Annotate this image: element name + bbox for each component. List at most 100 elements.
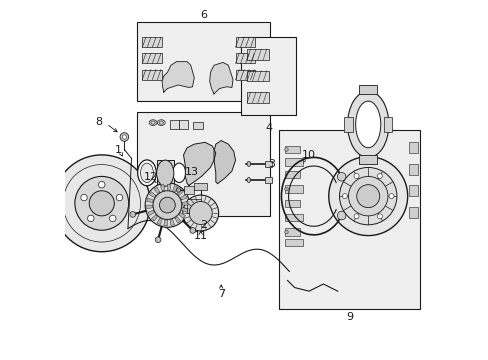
- Circle shape: [153, 191, 182, 220]
- Bar: [383, 117, 391, 132]
- Text: 7: 7: [217, 289, 224, 299]
- Circle shape: [53, 155, 150, 252]
- Bar: [156, 160, 174, 186]
- Circle shape: [284, 187, 287, 191]
- Polygon shape: [146, 205, 152, 209]
- Bar: [246, 71, 269, 81]
- Bar: [284, 200, 299, 207]
- Text: 13: 13: [184, 167, 198, 177]
- Circle shape: [189, 202, 212, 225]
- Circle shape: [342, 194, 346, 199]
- Circle shape: [337, 211, 345, 220]
- Circle shape: [377, 214, 382, 219]
- Ellipse shape: [347, 91, 388, 158]
- Polygon shape: [209, 62, 233, 94]
- Circle shape: [337, 172, 345, 181]
- Bar: [284, 228, 299, 235]
- Bar: [284, 171, 299, 178]
- Text: 12: 12: [143, 172, 157, 183]
- Text: 3: 3: [267, 159, 274, 169]
- Ellipse shape: [149, 120, 157, 126]
- Bar: [246, 49, 269, 60]
- Circle shape: [348, 176, 387, 216]
- Bar: [359, 85, 376, 94]
- Polygon shape: [151, 215, 158, 221]
- Circle shape: [159, 197, 175, 213]
- Polygon shape: [177, 189, 183, 195]
- Text: 6: 6: [200, 10, 206, 20]
- Polygon shape: [172, 185, 178, 192]
- Polygon shape: [170, 219, 174, 226]
- Bar: [170, 120, 179, 129]
- Polygon shape: [180, 195, 186, 200]
- Circle shape: [339, 167, 396, 225]
- Polygon shape: [162, 62, 194, 92]
- FancyBboxPatch shape: [235, 53, 255, 63]
- Circle shape: [377, 174, 382, 179]
- Ellipse shape: [137, 160, 156, 186]
- Bar: [179, 120, 187, 129]
- Bar: [284, 214, 302, 221]
- Bar: [408, 185, 417, 196]
- Polygon shape: [149, 192, 156, 198]
- Circle shape: [81, 194, 87, 201]
- Polygon shape: [181, 208, 187, 212]
- Bar: [194, 183, 207, 190]
- Polygon shape: [183, 142, 215, 185]
- Bar: [359, 155, 376, 164]
- Text: 4: 4: [265, 123, 272, 133]
- Circle shape: [284, 148, 287, 151]
- FancyBboxPatch shape: [142, 53, 162, 63]
- Ellipse shape: [151, 121, 155, 124]
- Polygon shape: [154, 187, 160, 194]
- Bar: [344, 117, 352, 132]
- Polygon shape: [146, 198, 153, 202]
- Text: 11: 11: [193, 231, 207, 241]
- Ellipse shape: [246, 177, 250, 183]
- Circle shape: [176, 188, 180, 192]
- Circle shape: [122, 135, 126, 139]
- Polygon shape: [179, 213, 185, 219]
- Bar: [137, 22, 269, 101]
- Circle shape: [328, 157, 407, 235]
- Ellipse shape: [159, 121, 163, 124]
- Bar: [265, 161, 271, 167]
- Circle shape: [145, 183, 189, 227]
- Polygon shape: [175, 217, 181, 223]
- Circle shape: [109, 215, 116, 222]
- Circle shape: [353, 174, 358, 179]
- Polygon shape: [160, 185, 164, 191]
- Bar: [284, 158, 302, 166]
- Bar: [265, 177, 271, 183]
- Circle shape: [120, 133, 128, 141]
- Text: 8: 8: [96, 117, 102, 127]
- Ellipse shape: [140, 163, 153, 183]
- Text: 9: 9: [346, 312, 353, 322]
- Circle shape: [356, 185, 379, 208]
- Bar: [284, 239, 302, 246]
- Bar: [187, 199, 201, 213]
- Polygon shape: [163, 220, 167, 226]
- Polygon shape: [157, 218, 162, 225]
- Polygon shape: [214, 140, 235, 184]
- Bar: [408, 164, 417, 175]
- Ellipse shape: [156, 160, 174, 186]
- Bar: [408, 142, 417, 153]
- Ellipse shape: [172, 163, 185, 183]
- Bar: [284, 146, 299, 153]
- Circle shape: [75, 176, 128, 230]
- Ellipse shape: [355, 101, 380, 148]
- Bar: [192, 122, 203, 129]
- Circle shape: [353, 214, 358, 219]
- FancyBboxPatch shape: [142, 37, 162, 47]
- Ellipse shape: [157, 120, 165, 126]
- FancyBboxPatch shape: [142, 69, 162, 80]
- Text: 10: 10: [302, 150, 315, 160]
- Circle shape: [130, 212, 135, 217]
- Circle shape: [155, 237, 161, 243]
- Circle shape: [388, 194, 393, 199]
- Ellipse shape: [246, 161, 250, 166]
- FancyBboxPatch shape: [235, 37, 255, 47]
- Bar: [278, 130, 419, 309]
- Bar: [284, 185, 302, 193]
